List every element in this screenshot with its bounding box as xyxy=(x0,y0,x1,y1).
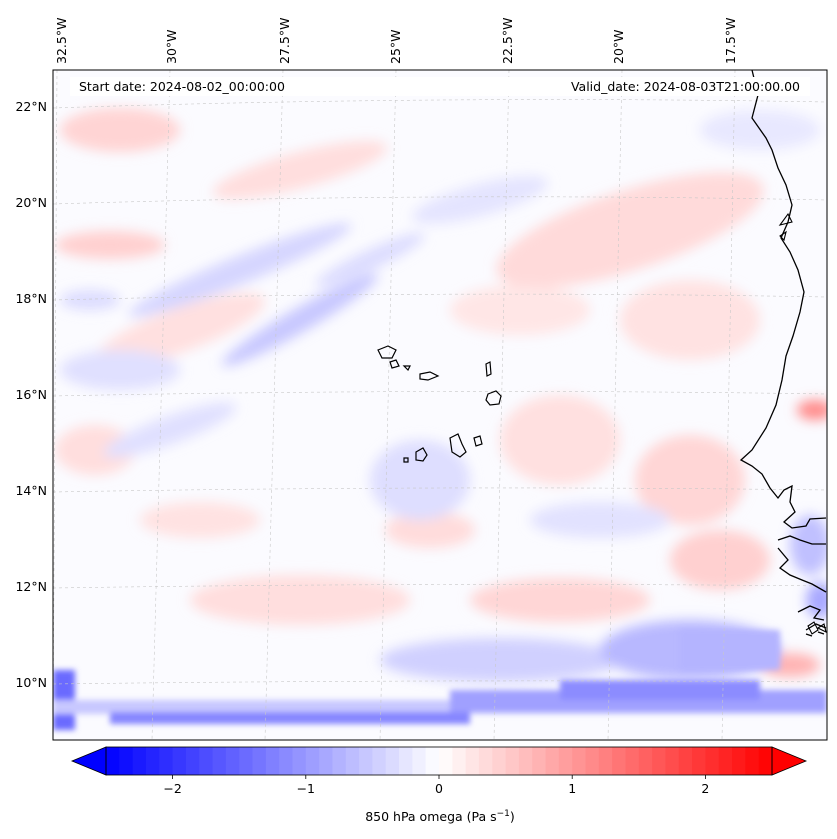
lon-label: 20°W xyxy=(611,29,626,64)
colorbar-segment xyxy=(225,747,240,775)
colorbar-tick-label: 1 xyxy=(568,781,576,796)
colorbar-segment xyxy=(532,747,547,775)
colorbar-segment xyxy=(305,747,320,775)
gridlines xyxy=(53,70,827,740)
colorbar-segment xyxy=(145,747,160,775)
colorbar-segment xyxy=(505,747,520,775)
colorbar-segment xyxy=(585,747,600,775)
header-strip xyxy=(70,77,810,96)
colorbar-segment xyxy=(572,747,587,775)
lon-label: 32.5°W xyxy=(54,18,69,64)
colorbar-ticks: −2 −1 0 1 2 xyxy=(163,775,709,796)
colorbar-segment xyxy=(745,747,760,775)
lat-label: 16°N xyxy=(15,387,47,402)
colorbar-segment xyxy=(665,747,680,775)
colorbar-segment xyxy=(518,747,533,775)
lat-label: 14°N xyxy=(15,483,47,498)
lon-label: 22.5°W xyxy=(500,18,515,64)
longitude-labels: 32.5°W 30°W 27.5°W 25°W 22.5°W 20°W 17.5… xyxy=(54,18,738,64)
lat-label: 10°N xyxy=(15,675,47,690)
colorbar-tick-label: 0 xyxy=(435,781,443,796)
colorbar-segment xyxy=(385,747,400,775)
colorbar-segment xyxy=(465,747,480,775)
lon-label: 30°W xyxy=(164,29,179,64)
colorbar-segment xyxy=(199,747,214,775)
southern-rising-band xyxy=(53,630,827,730)
colorbar: −2 −1 0 1 2 850 hPa omega (Pa s−1) xyxy=(70,746,808,824)
colorbar-segment xyxy=(598,747,613,775)
lat-label: 22°N xyxy=(15,99,47,114)
colorbar-segment xyxy=(172,747,187,775)
colorbar-tick-label: −1 xyxy=(297,781,315,796)
colorbar-segment xyxy=(678,747,693,775)
colorbar-segment xyxy=(372,747,387,775)
coastal-islands xyxy=(778,212,827,635)
colorbar-segment xyxy=(545,747,560,775)
colorbar-label: 850 hPa omega (Pa s−1) xyxy=(365,809,515,824)
colorbar-segment xyxy=(612,747,627,775)
map-frame xyxy=(52,69,828,741)
colorbar-segment xyxy=(292,747,307,775)
colorbar-segment xyxy=(692,747,706,775)
colorbar-max-extension xyxy=(771,746,808,776)
colorbar-segment xyxy=(732,747,746,775)
start-date-label: Start date: 2024-08-02_00:00:00 xyxy=(79,79,285,94)
colorbar-segment xyxy=(652,747,667,775)
colorbar-segment xyxy=(478,747,493,775)
african-coastline xyxy=(739,70,827,637)
colorbar-segment xyxy=(319,747,334,775)
colorbar-segment xyxy=(425,747,440,775)
map-panel: Start date: 2024-08-02_00:00:00 Valid_da… xyxy=(53,70,827,740)
colorbar-segment xyxy=(705,747,720,775)
colorbar-segment xyxy=(119,747,134,775)
colorbar-segment xyxy=(159,747,174,775)
latitude-labels: 22°N 20°N 18°N 16°N 14°N 12°N 10°N xyxy=(15,99,47,690)
colorbar-segment xyxy=(399,747,413,775)
colorbar-segment xyxy=(439,747,453,775)
colorbar-segment xyxy=(492,747,507,775)
lat-label: 18°N xyxy=(15,291,47,306)
lon-label: 17.5°W xyxy=(723,18,738,64)
cape-verde-islands xyxy=(377,345,502,463)
colorbar-segment xyxy=(758,747,773,775)
colorbar-min-extension xyxy=(70,746,107,776)
valid-date-label: Valid_date: 2024-08-03T21:00:00.00 xyxy=(571,79,800,94)
lat-label: 20°N xyxy=(15,195,47,210)
colorbar-segment xyxy=(452,747,467,775)
colorbar-segment xyxy=(212,747,227,775)
lon-label: 27.5°W xyxy=(277,18,292,64)
colorbar-tick-label: −2 xyxy=(163,781,181,796)
colorbar-segment xyxy=(625,747,640,775)
colorbar-segment xyxy=(638,747,653,775)
colorbar-segment xyxy=(345,747,360,775)
colorbar-segment xyxy=(185,747,200,775)
colorbar-segment xyxy=(132,747,147,775)
colorbar-tick-label: 2 xyxy=(701,781,709,796)
colorbar-segment xyxy=(359,747,373,775)
lat-label: 12°N xyxy=(15,579,47,594)
colorbar-segment xyxy=(252,747,267,775)
colorbar-segment xyxy=(412,747,427,775)
colorbar-segment xyxy=(239,747,254,775)
colorbar-segment xyxy=(279,747,294,775)
omega-field xyxy=(55,108,827,682)
colorbar-segments xyxy=(106,747,773,775)
lon-label: 25°W xyxy=(388,29,403,64)
colorbar-segment xyxy=(106,747,120,775)
colorbar-segment xyxy=(265,747,280,775)
colorbar-segment xyxy=(332,747,347,775)
colorbar-segment xyxy=(558,747,573,775)
colorbar-segment xyxy=(718,747,733,775)
